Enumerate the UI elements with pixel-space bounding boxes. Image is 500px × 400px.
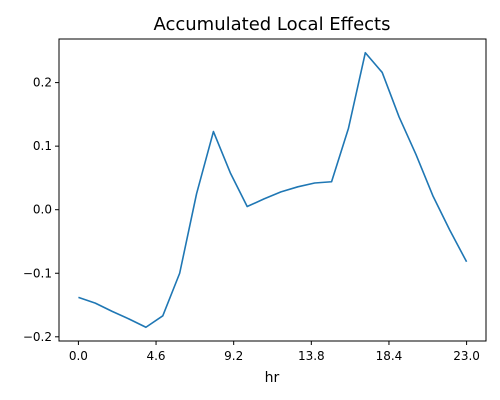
y-tick-label: 0.1 (33, 139, 52, 153)
y-tick-label: −0.1 (23, 266, 52, 280)
x-tick-label: 23.0 (453, 349, 480, 363)
y-axis: −0.2 −0.1 0.0 0.1 0.2 (23, 76, 59, 344)
x-tick-label: 18.4 (376, 349, 403, 363)
y-tick-label: 0.0 (33, 203, 52, 217)
x-axis: 0.0 4.6 9.2 13.8 18.4 23.0 (69, 341, 480, 363)
x-tick-label: 4.6 (146, 349, 165, 363)
x-tick-label: 9.2 (224, 349, 243, 363)
series-line (78, 51, 468, 329)
x-tick-label: 13.8 (298, 349, 325, 363)
y-tick-label: −0.2 (23, 330, 52, 344)
x-tick-label: 0.0 (69, 349, 88, 363)
x-axis-label: hr (265, 370, 280, 386)
y-tick-label: 0.2 (33, 76, 52, 90)
chart-title: Accumulated Local Effects (153, 14, 390, 35)
plot-frame (58, 38, 487, 342)
